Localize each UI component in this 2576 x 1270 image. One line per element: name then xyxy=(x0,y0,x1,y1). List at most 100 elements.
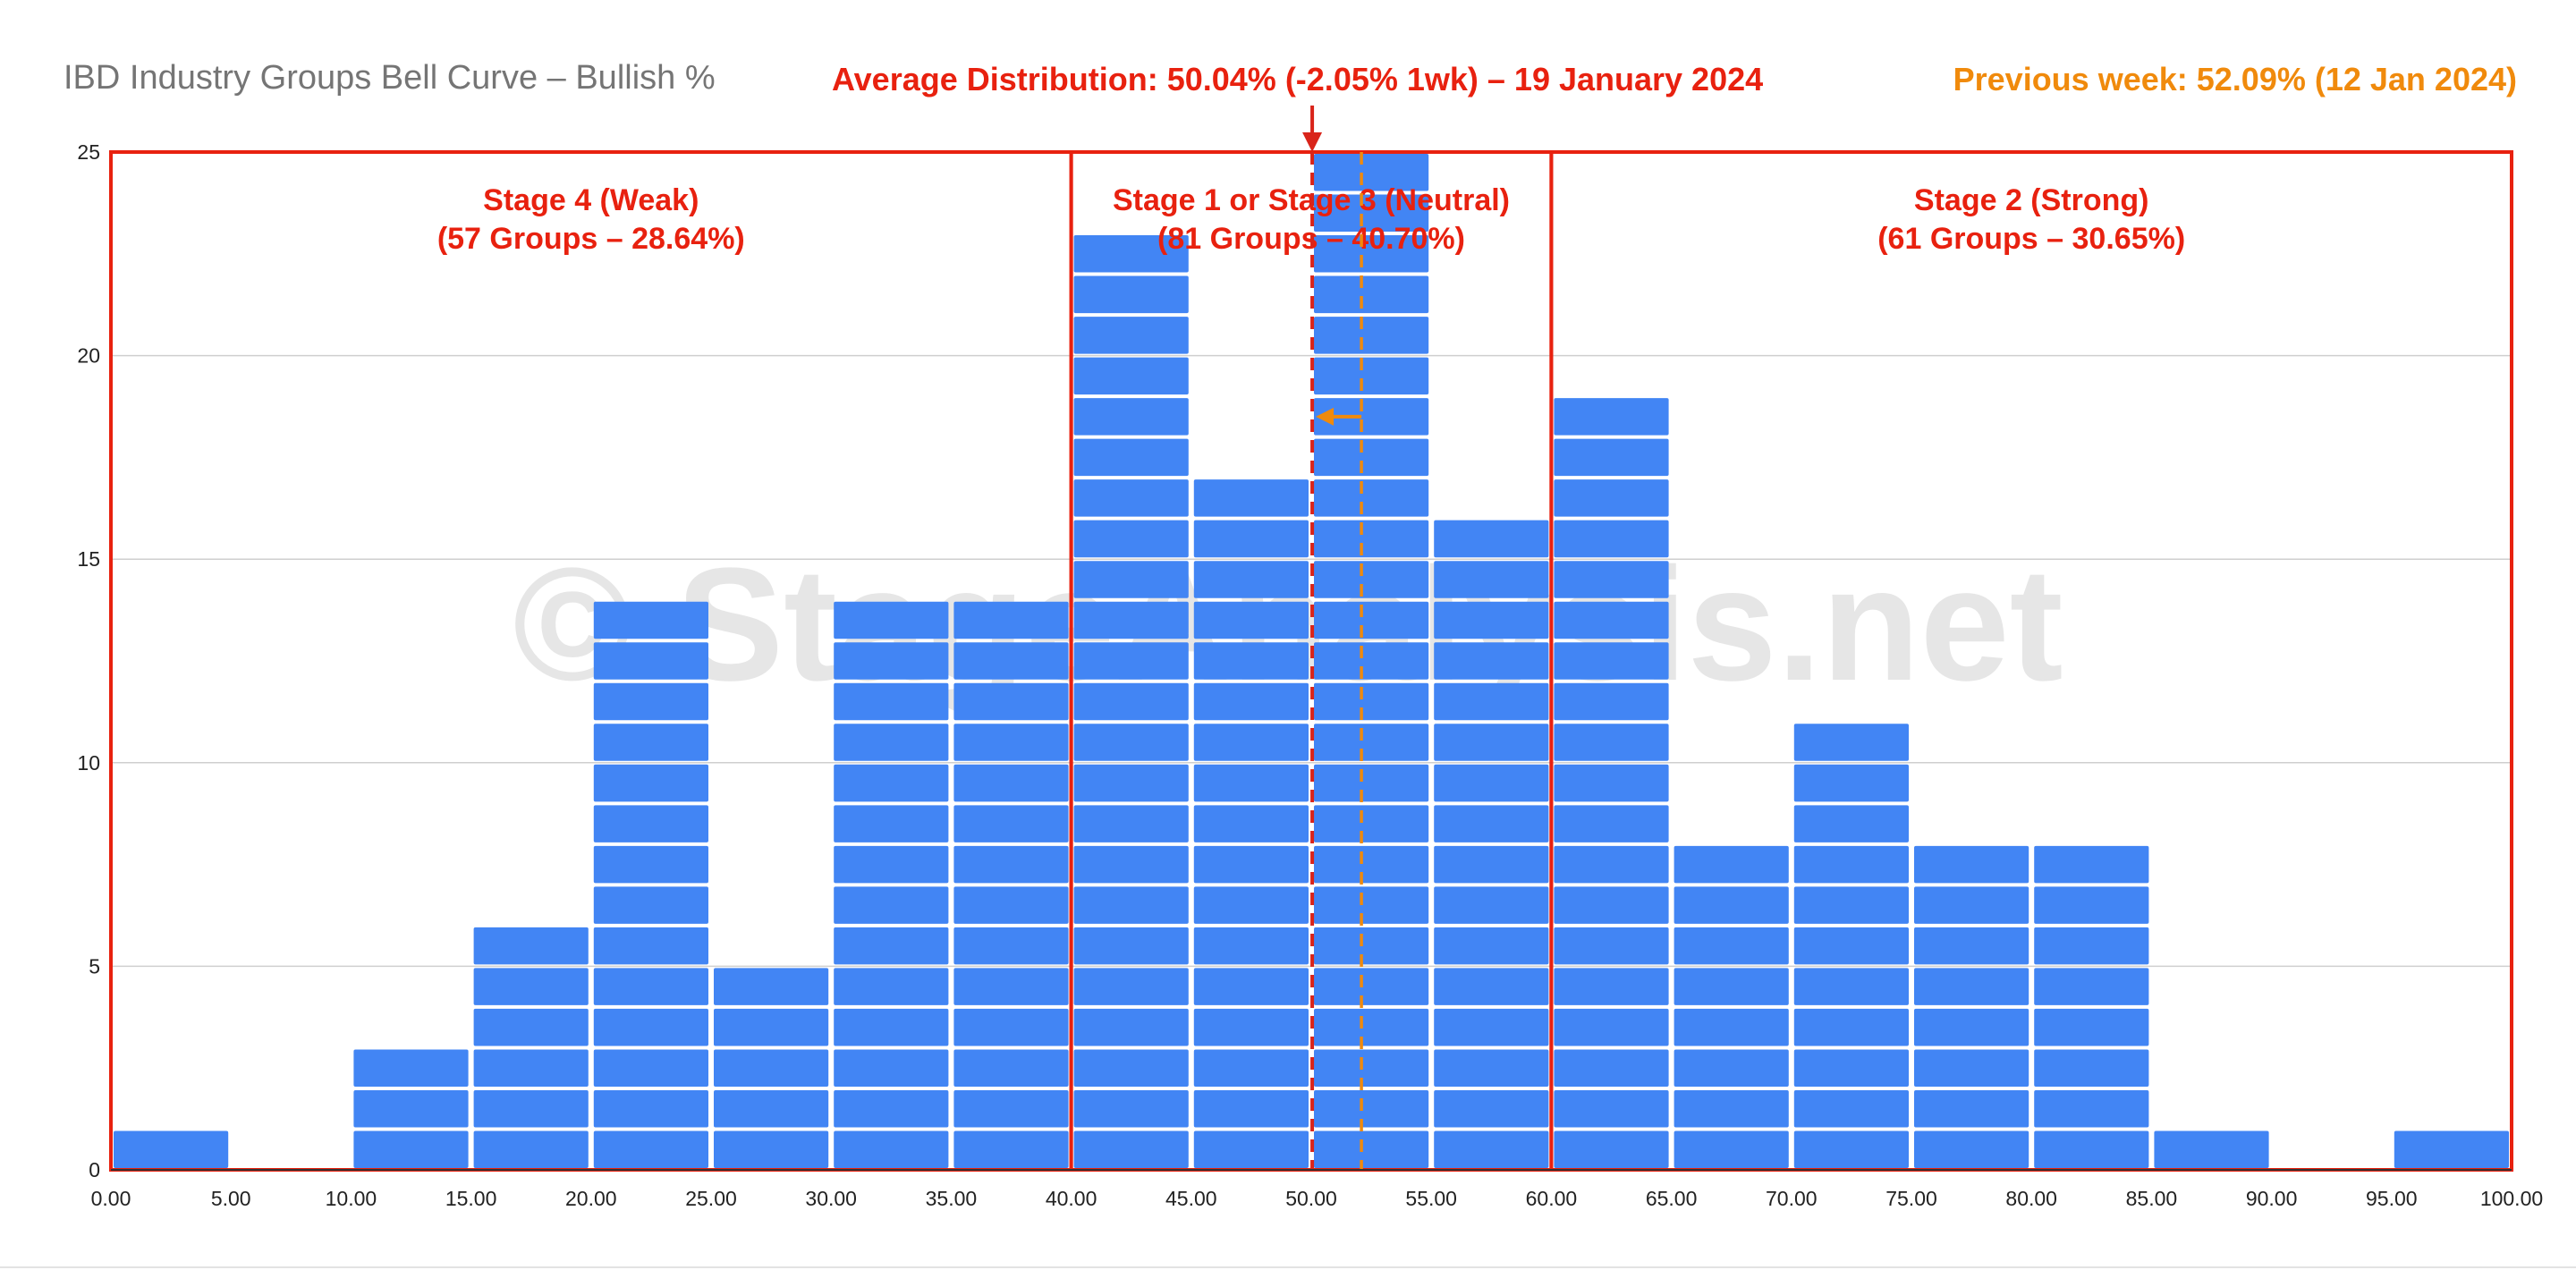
bar-segment xyxy=(1073,805,1189,842)
bar-segment xyxy=(1073,1008,1189,1046)
bar-segment xyxy=(1793,764,1909,802)
bar-segment xyxy=(1314,398,1429,436)
bar-segment xyxy=(1674,927,1789,965)
bar-segment xyxy=(1193,968,1309,1005)
bar-segment xyxy=(834,845,949,884)
bar-segment xyxy=(353,1089,469,1128)
bar-segment xyxy=(2034,1049,2149,1087)
bar-segment xyxy=(593,601,708,639)
chart-title: IBD Industry Groups Bell Curve – Bullish… xyxy=(64,59,716,97)
bar-segment xyxy=(473,1049,589,1087)
bar-segment xyxy=(1314,520,1429,558)
x-tick-label: 80.00 xyxy=(2005,1187,2057,1210)
bar-segment xyxy=(953,1008,1069,1046)
bar-segment xyxy=(593,682,708,721)
bar-segment xyxy=(1434,561,1549,598)
bar-segment xyxy=(1554,682,1669,721)
bar-segment xyxy=(1193,927,1309,965)
bar-segment xyxy=(1554,1008,1669,1046)
bar-segment xyxy=(1434,1049,1549,1087)
bar-segment xyxy=(834,1130,949,1168)
bar-segment xyxy=(953,1049,1069,1087)
x-tick-label: 5.00 xyxy=(211,1187,251,1210)
bar-segment xyxy=(1314,317,1429,354)
bar-segment xyxy=(1554,398,1669,436)
bar-segment xyxy=(1073,968,1189,1005)
bar-segment xyxy=(1314,968,1429,1005)
bar-segment xyxy=(1193,845,1309,884)
bar-segment xyxy=(593,927,708,965)
bar-segment xyxy=(834,682,949,721)
bar-segment xyxy=(1434,724,1549,761)
bar-segment xyxy=(1193,805,1309,842)
bar-segment xyxy=(593,724,708,761)
bar-segment xyxy=(1793,968,1909,1005)
bar-segment xyxy=(2034,927,2149,965)
bar-segment xyxy=(834,601,949,639)
bar-segment xyxy=(1554,438,1669,477)
bar-segment xyxy=(1554,724,1669,761)
bar-segment xyxy=(1793,845,1909,884)
bar-segment xyxy=(1314,682,1429,721)
bar-segment xyxy=(1554,561,1669,598)
bar-segment xyxy=(593,886,708,924)
bar-segment xyxy=(953,886,1069,924)
bar-segment xyxy=(2154,1130,2269,1168)
bar-segment xyxy=(1073,764,1189,802)
histogram-bar xyxy=(1914,845,2029,1168)
x-tick-label: 0.00 xyxy=(91,1187,131,1210)
bar-segment xyxy=(1314,561,1429,598)
bar-segment xyxy=(2034,886,2149,924)
bar-segment xyxy=(834,927,949,965)
x-tick-label: 70.00 xyxy=(1766,1187,1818,1210)
bar-segment xyxy=(1193,1089,1309,1128)
bar-segment xyxy=(834,1049,949,1087)
bar-segment xyxy=(1914,968,2029,1005)
histogram-bar xyxy=(353,1049,469,1168)
bar-segment xyxy=(1674,968,1789,1005)
bar-segment xyxy=(2034,1008,2149,1046)
bar-segment xyxy=(1914,927,2029,965)
bar-segment xyxy=(834,1008,949,1046)
bar-segment xyxy=(1434,642,1549,680)
bar-segment xyxy=(1314,1049,1429,1087)
bar-segment xyxy=(1314,1089,1429,1128)
bar-segment xyxy=(1193,479,1309,517)
histogram-bar xyxy=(1193,479,1309,1168)
x-tick-label: 60.00 xyxy=(1526,1187,1578,1210)
bar-segment xyxy=(593,1130,708,1168)
bar-segment xyxy=(1914,886,2029,924)
bar-segment xyxy=(593,1049,708,1087)
histogram-bar xyxy=(714,968,829,1168)
y-tick-label: 10 xyxy=(77,751,100,775)
bar-segment xyxy=(1073,561,1189,598)
bar-segment xyxy=(953,845,1069,884)
y-tick-label: 5 xyxy=(89,954,100,978)
bar-segment xyxy=(714,1089,829,1128)
bar-segment xyxy=(1434,886,1549,924)
bar-segment xyxy=(593,805,708,842)
bar-segment xyxy=(1314,724,1429,761)
bar-segment xyxy=(1193,764,1309,802)
stage-label: Stage 2 (Strong) xyxy=(1914,183,2149,217)
x-tick-label: 75.00 xyxy=(1885,1187,1937,1210)
x-tick-label: 65.00 xyxy=(1646,1187,1698,1210)
histogram-bar xyxy=(953,601,1069,1168)
bar-segment xyxy=(1554,764,1669,802)
x-tick-label: 15.00 xyxy=(445,1187,497,1210)
bar-segment xyxy=(1073,398,1189,436)
bar-segment xyxy=(1073,1089,1189,1128)
bar-segment xyxy=(1073,479,1189,517)
bar-segment xyxy=(953,724,1069,761)
histogram-bar xyxy=(593,601,708,1168)
bar-segment xyxy=(1434,1089,1549,1128)
bar-segment xyxy=(1314,642,1429,680)
bar-segment xyxy=(953,764,1069,802)
x-tick-label: 100.00 xyxy=(2480,1187,2543,1210)
bar-segment xyxy=(1314,886,1429,924)
bar-segment xyxy=(2034,1130,2149,1168)
bar-segment xyxy=(1914,845,2029,884)
bar-segment xyxy=(1073,601,1189,639)
